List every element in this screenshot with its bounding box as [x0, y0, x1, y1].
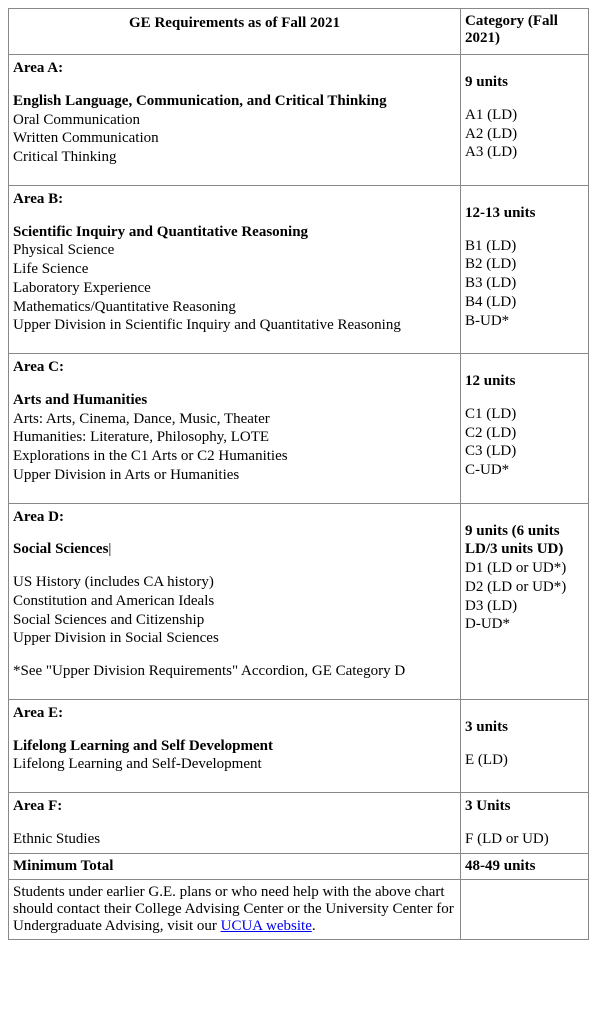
area-a-code-0: A1 (LD)	[465, 107, 517, 123]
area-a-item-0: Oral Communication	[13, 112, 140, 128]
area-b-item-4: Upper Division in Scientific Inquiry and…	[13, 317, 401, 333]
area-b-item-1: Life Science	[13, 261, 88, 277]
area-d-units-line2: LD/3 units UD)	[465, 541, 563, 557]
area-c-units: 12 units	[465, 373, 515, 389]
area-c-row: Area C: Arts and Humanities Arts: Arts, …	[9, 354, 589, 504]
area-e-title: Lifelong Learning and Self Development	[13, 738, 273, 754]
area-e-left: Area E: Lifelong Learning and Self Devel…	[9, 699, 461, 792]
area-a-code-1: A2 (LD)	[465, 126, 517, 142]
footer-text-cell: Students under earlier G.E. plans or who…	[9, 879, 461, 939]
area-f-left: Area F: Ethnic Studies	[9, 793, 461, 854]
area-b-right: 12-13 units B1 (LD) B2 (LD) B3 (LD) B4 (…	[461, 185, 589, 353]
ucua-link[interactable]: UCUA website	[221, 918, 312, 934]
area-d-label: Area D:	[13, 509, 64, 525]
area-c-code-1: C2 (LD)	[465, 425, 516, 441]
area-c-right: 12 units C1 (LD) C2 (LD) C3 (LD) C-UD*	[461, 354, 589, 504]
area-c-left: Area C: Arts and Humanities Arts: Arts, …	[9, 354, 461, 504]
area-d-code-2: D3 (LD)	[465, 598, 517, 614]
area-b-code-4: B-UD*	[465, 313, 509, 329]
area-f-label: Area F:	[13, 798, 62, 814]
area-d-code-1: D2 (LD or UD*)	[465, 579, 566, 595]
area-d-code-3: D-UD*	[465, 616, 510, 632]
area-e-label: Area E:	[13, 705, 63, 721]
area-a-left: Area A: English Language, Communication,…	[9, 55, 461, 186]
area-b-code-1: B2 (LD)	[465, 256, 516, 272]
area-b-code-3: B4 (LD)	[465, 294, 516, 310]
area-b-item-2: Laboratory Experience	[13, 280, 151, 296]
area-b-row: Area B: Scientific Inquiry and Quantitat…	[9, 185, 589, 353]
header-title: GE Requirements as of Fall 2021	[9, 9, 461, 55]
area-f-item-0: Ethnic Studies	[13, 831, 100, 847]
area-d-right: 9 units (6 units LD/3 units UD) D1 (LD o…	[461, 503, 589, 699]
area-f-right: 3 Units F (LD or UD)	[461, 793, 589, 854]
area-f-row: Area F: Ethnic Studies 3 Units F (LD or …	[9, 793, 589, 854]
area-e-code-0: E (LD)	[465, 752, 508, 768]
area-d-item-2: Social Sciences and Citizenship	[13, 612, 204, 628]
area-b-item-0: Physical Science	[13, 242, 114, 258]
area-d-left: Area D: Social Sciences US History (incl…	[9, 503, 461, 699]
area-a-item-2: Critical Thinking	[13, 149, 116, 165]
area-e-item-0: Lifelong Learning and Self-Development	[13, 756, 262, 772]
area-b-units: 12-13 units	[465, 205, 535, 221]
area-d-code-0: D1 (LD or UD*)	[465, 560, 566, 576]
area-a-units: 9 units	[465, 74, 508, 90]
area-e-row: Area E: Lifelong Learning and Self Devel…	[9, 699, 589, 792]
footer-empty-cell	[461, 879, 589, 939]
area-d-footnote: *See "Upper Division Requirements" Accor…	[13, 663, 405, 679]
area-d-units-line1: 9 units (6 units	[465, 523, 560, 539]
area-d-item-0: US History (includes CA history)	[13, 574, 214, 590]
area-a-title: English Language, Communication, and Cri…	[13, 93, 387, 109]
ge-requirements-table: GE Requirements as of Fall 2021 Category…	[8, 8, 589, 940]
total-units-cell: 48-49 units	[461, 853, 589, 879]
area-a-code-2: A3 (LD)	[465, 144, 517, 160]
area-b-label: Area B:	[13, 191, 63, 207]
area-b-code-0: B1 (LD)	[465, 238, 516, 254]
area-b-code-2: B3 (LD)	[465, 275, 516, 291]
header-category-line1: Category (Fall	[465, 13, 558, 29]
area-e-units: 3 units	[465, 719, 508, 735]
area-c-item-3: Upper Division in Arts or Humanities	[13, 467, 239, 483]
total-label-cell: Minimum Total	[9, 853, 461, 879]
area-d-item-3: Upper Division in Social Sciences	[13, 630, 219, 646]
area-c-item-1: Humanities: Literature, Philosophy, LOTE	[13, 429, 269, 445]
area-c-item-0: Arts: Arts, Cinema, Dance, Music, Theate…	[13, 411, 270, 427]
header-category-line2: 2021)	[465, 30, 500, 46]
area-c-title: Arts and Humanities	[13, 392, 147, 408]
area-c-label: Area C:	[13, 359, 64, 375]
area-f-code-0: F (LD or UD)	[465, 831, 549, 847]
area-c-code-3: C-UD*	[465, 462, 509, 478]
header-row: GE Requirements as of Fall 2021 Category…	[9, 9, 589, 55]
area-d-item-1: Constitution and American Ideals	[13, 593, 214, 609]
area-a-right: 9 units A1 (LD) A2 (LD) A3 (LD)	[461, 55, 589, 186]
total-label: Minimum Total	[13, 858, 113, 874]
area-a-item-1: Written Communication	[13, 130, 159, 146]
area-c-code-2: C3 (LD)	[465, 443, 516, 459]
header-category: Category (Fall 2021)	[461, 9, 589, 55]
footer-row: Students under earlier G.E. plans or who…	[9, 879, 589, 939]
area-b-title: Scientific Inquiry and Quantitative Reas…	[13, 224, 308, 240]
area-c-code-0: C1 (LD)	[465, 406, 516, 422]
footer-text-after: .	[312, 918, 316, 934]
area-c-item-2: Explorations in the C1 Arts or C2 Humani…	[13, 448, 288, 464]
area-a-row: Area A: English Language, Communication,…	[9, 55, 589, 186]
area-b-left: Area B: Scientific Inquiry and Quantitat…	[9, 185, 461, 353]
total-units: 48-49 units	[465, 858, 535, 874]
area-d-title: Social Sciences	[13, 541, 111, 557]
area-a-label: Area A:	[13, 60, 63, 76]
area-d-row: Area D: Social Sciences US History (incl…	[9, 503, 589, 699]
total-row: Minimum Total 48-49 units	[9, 853, 589, 879]
area-e-right: 3 units E (LD)	[461, 699, 589, 792]
area-b-item-3: Mathematics/Quantitative Reasoning	[13, 299, 236, 315]
area-f-units: 3 Units	[465, 798, 510, 814]
